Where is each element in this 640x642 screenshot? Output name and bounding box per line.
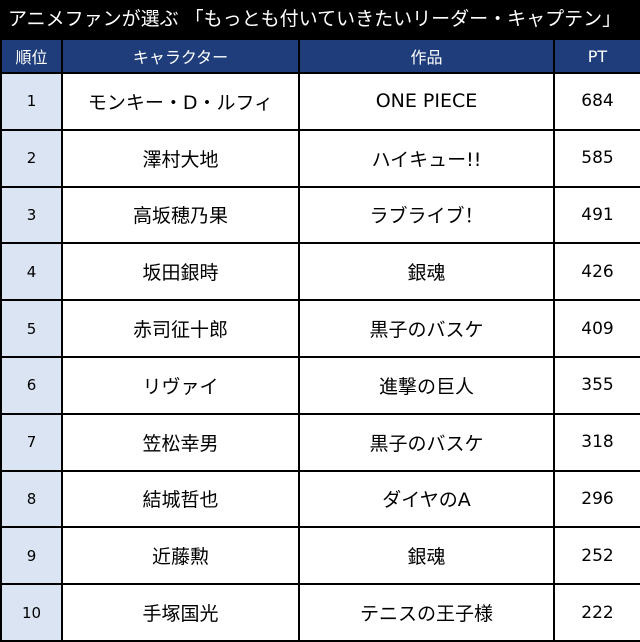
table-row: 8 結城哲也 ダイヤのA 296 [0, 469, 640, 529]
ranking-table: 順位 キャラクター 作品 PT 1 モンキー・D・ルフィ ONE PIECE 6… [0, 38, 640, 642]
rank-cell: 7 [0, 412, 63, 472]
character-cell: 笠松幸男 [61, 412, 300, 472]
rank-cell: 1 [0, 72, 63, 131]
points-cell: 426 [553, 242, 640, 302]
work-cell: 黒子のバスケ [298, 412, 555, 472]
rank-cell: 10 [0, 583, 63, 642]
work-cell: ラブライブ！ [298, 185, 555, 245]
character-cell: リヴァイ [61, 355, 300, 415]
points-cell: 684 [553, 72, 640, 131]
points-cell: 222 [553, 583, 640, 642]
points-cell: 252 [553, 526, 640, 586]
table-row: 1 モンキー・D・ルフィ ONE PIECE 684 [0, 72, 640, 131]
rank-cell: 3 [0, 185, 63, 245]
points-cell: 491 [553, 185, 640, 245]
table-row: 9 近藤勲 銀魂 252 [0, 526, 640, 586]
work-cell: 銀魂 [298, 526, 555, 586]
points-cell: 409 [553, 299, 640, 358]
rank-cell: 2 [0, 128, 63, 188]
column-header-character: キャラクター [61, 38, 300, 74]
character-cell: 結城哲也 [61, 469, 300, 529]
table-row: 3 高坂穂乃果 ラブライブ！ 491 [0, 185, 640, 245]
rank-cell: 4 [0, 242, 63, 302]
points-cell: 355 [553, 355, 640, 415]
table-row: 5 赤司征十郎 黒子のバスケ 409 [0, 299, 640, 358]
column-header-work: 作品 [298, 38, 555, 74]
rank-cell: 6 [0, 355, 63, 415]
character-cell: 坂田銀時 [61, 242, 300, 302]
work-cell: 黒子のバスケ [298, 299, 555, 358]
work-cell: テニスの王子様 [298, 583, 555, 642]
points-cell: 318 [553, 412, 640, 472]
column-header-points: PT [553, 38, 640, 74]
work-cell: ダイヤのA [298, 469, 555, 529]
table-row: 10 手塚国光 テニスの王子様 222 [0, 583, 640, 642]
points-cell: 585 [553, 128, 640, 188]
character-cell: 高坂穂乃果 [61, 185, 300, 245]
work-cell: 進撃の巨人 [298, 355, 555, 415]
work-cell: 銀魂 [298, 242, 555, 302]
table-row: 7 笠松幸男 黒子のバスケ 318 [0, 412, 640, 472]
rank-cell: 9 [0, 526, 63, 586]
table-row: 2 澤村大地 ハイキュー!! 585 [0, 128, 640, 188]
rank-cell: 5 [0, 299, 63, 358]
column-header-rank: 順位 [0, 38, 63, 74]
character-cell: 赤司征十郎 [61, 299, 300, 358]
work-cell: ハイキュー!! [298, 128, 555, 188]
character-cell: モンキー・D・ルフィ [61, 72, 300, 131]
table-row: 6 リヴァイ 進撃の巨人 355 [0, 355, 640, 415]
character-cell: 近藤勲 [61, 526, 300, 586]
page-title: アニメファンが選ぶ 「もっとも付いていきたいリーダー・キャプテン」 [0, 0, 640, 38]
character-cell: 澤村大地 [61, 128, 300, 188]
points-cell: 296 [553, 469, 640, 529]
table-row: 4 坂田銀時 銀魂 426 [0, 242, 640, 302]
table-header-row: 順位 キャラクター 作品 PT [0, 38, 640, 74]
rank-cell: 8 [0, 469, 63, 529]
character-cell: 手塚国光 [61, 583, 300, 642]
work-cell: ONE PIECE [298, 72, 555, 131]
